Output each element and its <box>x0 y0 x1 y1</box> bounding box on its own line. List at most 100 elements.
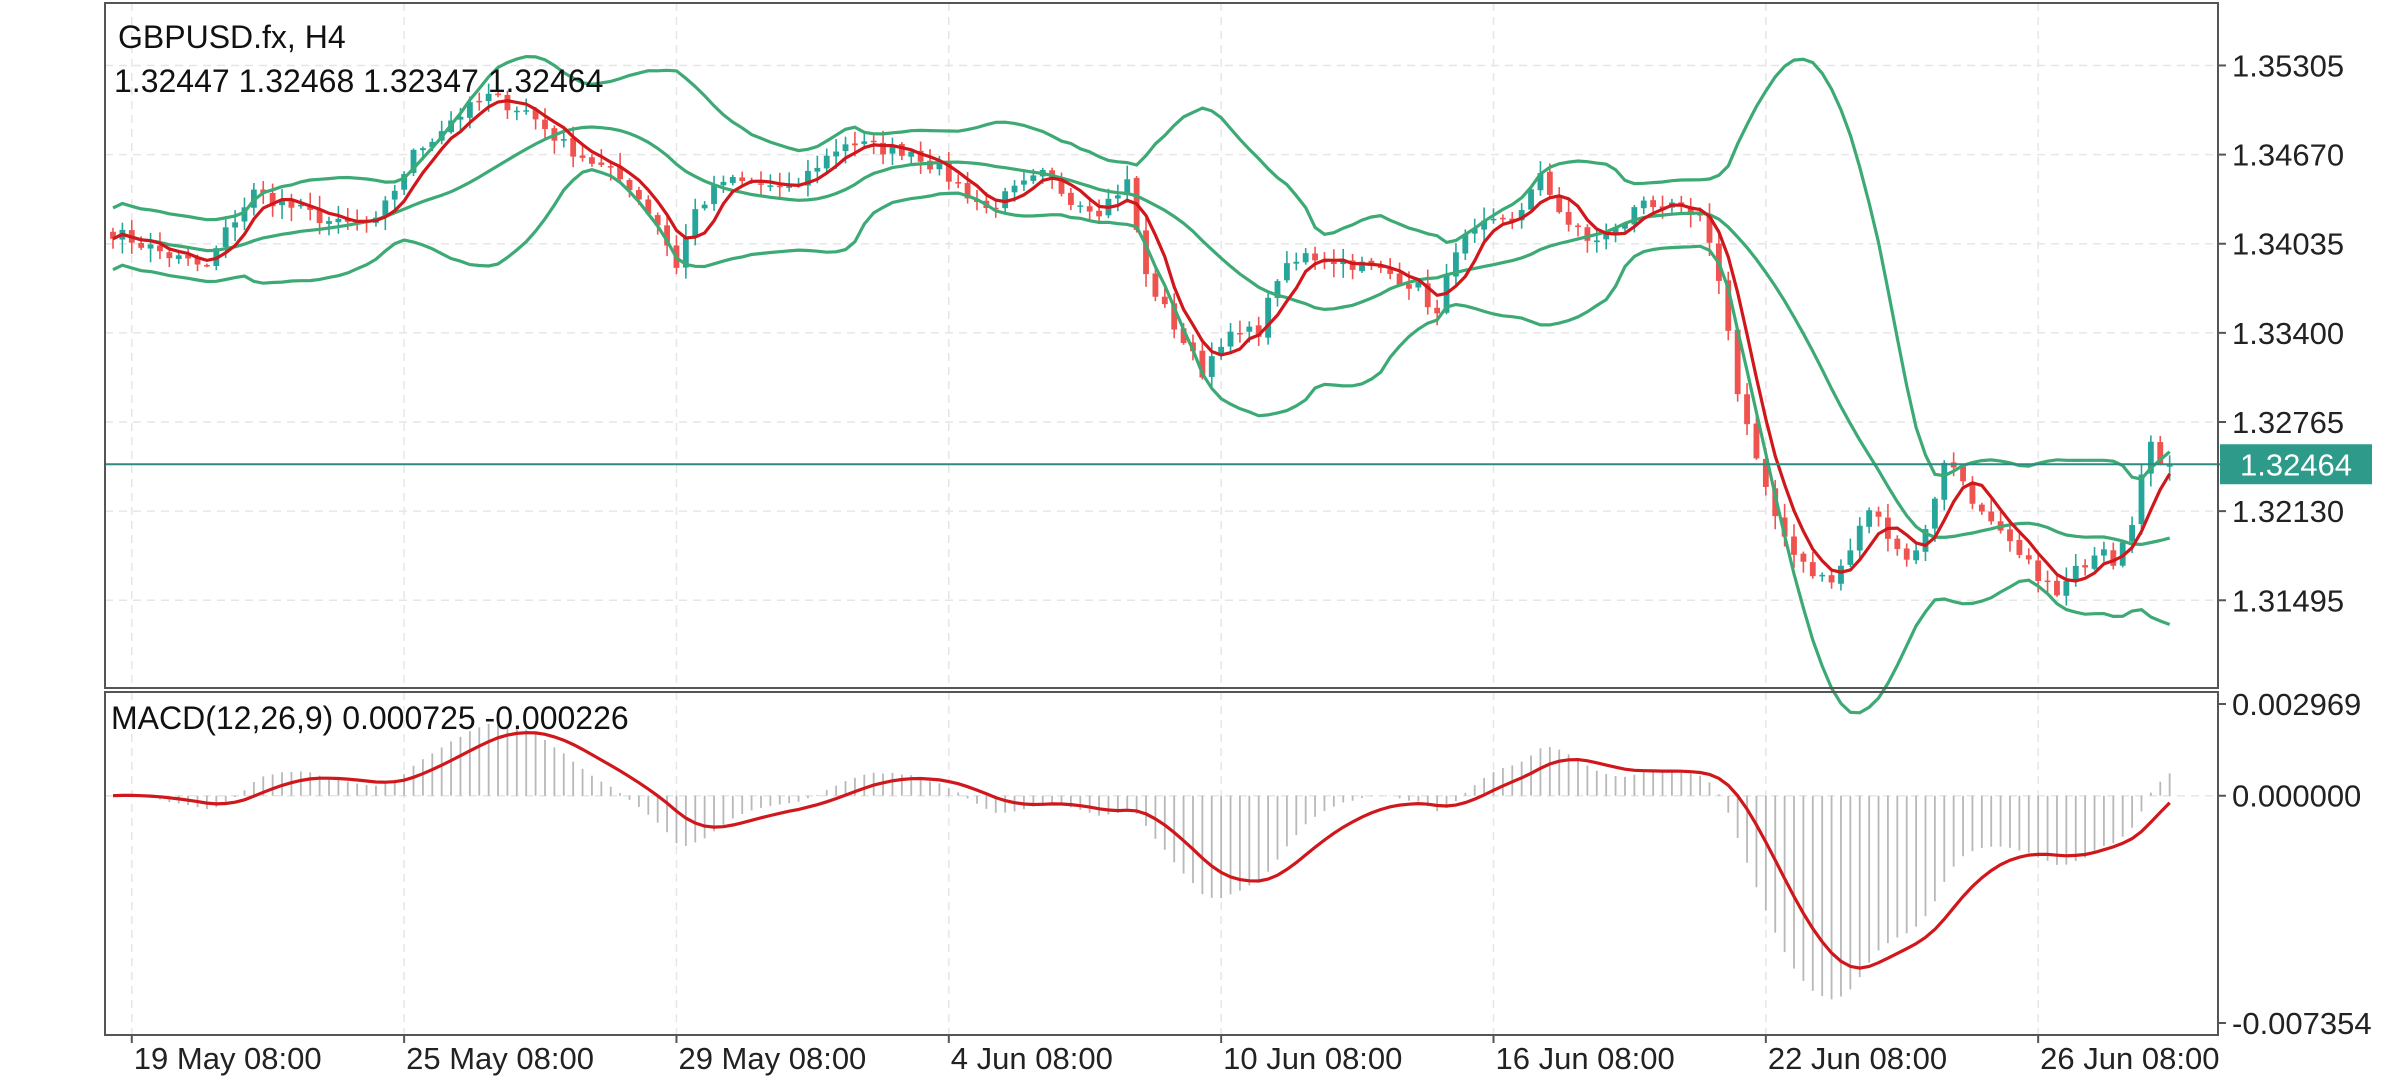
candle <box>739 171 746 185</box>
candle-body <box>1096 210 1102 217</box>
candle-body <box>908 151 915 157</box>
candle-body <box>786 186 793 188</box>
macd-histogram <box>121 722 2171 1000</box>
ohlc-values-label: 1.32447 1.32468 1.32347 1.32464 <box>114 63 603 99</box>
candle-body <box>2016 539 2023 555</box>
candle-body <box>279 201 285 206</box>
candle <box>1575 223 1581 237</box>
candle-body <box>175 255 182 259</box>
candle-body <box>1152 273 1159 297</box>
time-axis-label: 29 May 08:00 <box>678 1041 866 1076</box>
candle-body <box>1781 517 1788 537</box>
candle-body <box>767 185 774 187</box>
candle-body <box>532 109 539 120</box>
candle-body <box>1453 252 1459 277</box>
candle-body <box>1931 498 1938 529</box>
candle-body <box>1180 328 1187 344</box>
candle-body <box>138 243 145 248</box>
candle <box>589 153 595 167</box>
candle <box>1481 207 1488 244</box>
candle-body <box>1471 228 1478 234</box>
candle-body <box>185 254 192 259</box>
candle-body <box>1556 194 1563 213</box>
candle-body <box>391 190 398 200</box>
candle-body <box>579 155 586 158</box>
candle <box>927 149 933 174</box>
candle <box>1255 316 1262 347</box>
candle-body <box>1800 553 1807 562</box>
candle-body <box>2025 555 2032 560</box>
candle <box>898 142 905 161</box>
candle-body <box>1387 269 1394 274</box>
candle-body <box>560 139 567 141</box>
candle-body <box>1340 260 1347 265</box>
candle-body <box>2138 474 2145 525</box>
candle-body <box>382 200 389 218</box>
candle-body <box>1593 240 1600 243</box>
candle <box>570 126 577 168</box>
candle <box>1856 517 1863 560</box>
candle <box>1556 187 1563 214</box>
candle-body <box>2147 441 2154 474</box>
candle-body <box>1171 303 1178 330</box>
time-axis-label: 19 May 08:00 <box>134 1041 322 1076</box>
candle <box>1171 293 1178 339</box>
candle-body <box>1199 350 1206 378</box>
candle <box>1265 293 1272 345</box>
price-axis-label: 1.32130 <box>2232 494 2344 529</box>
candle-body <box>241 207 248 222</box>
candle-body <box>682 237 689 268</box>
candle-body <box>1124 179 1131 196</box>
candle <box>805 159 811 197</box>
candle <box>1809 551 1816 579</box>
candle-body <box>1856 525 1863 551</box>
candle-body <box>1650 200 1657 208</box>
candle-body <box>1030 175 1037 181</box>
candle <box>401 171 408 196</box>
moving-average-line <box>112 99 2172 583</box>
candle-body <box>1227 331 1234 347</box>
candle-body <box>964 183 971 199</box>
candle <box>945 152 952 190</box>
candle <box>1894 535 1901 556</box>
candle-body <box>2035 560 2042 581</box>
candle <box>1143 218 1149 287</box>
candle-body <box>1612 228 1619 233</box>
candle-body <box>1415 282 1422 288</box>
candle-body <box>429 141 436 148</box>
candle <box>1518 203 1525 229</box>
candle-body <box>1499 217 1506 220</box>
candle-body <box>1913 550 1920 561</box>
candlesticks <box>110 83 2173 606</box>
candle-body <box>842 144 849 152</box>
candle <box>203 263 210 268</box>
candle-body <box>495 93 501 96</box>
candle <box>476 92 483 111</box>
macd-pane-frame <box>104 691 2219 1036</box>
candle-body <box>889 144 896 154</box>
candle <box>664 213 670 257</box>
candle <box>2147 435 2154 487</box>
bollinger-lower-band <box>112 168 2171 715</box>
bollinger-bands <box>112 54 2171 715</box>
candle <box>729 174 736 186</box>
candle-body <box>1706 214 1713 243</box>
candle-body <box>1838 565 1844 584</box>
candle-body <box>476 100 483 103</box>
candle-body <box>1537 173 1544 191</box>
candle-body <box>1481 220 1488 230</box>
time-axis-label: 4 Jun 08:00 <box>951 1041 1113 1076</box>
candle-body <box>805 170 811 186</box>
candle-body <box>955 182 962 184</box>
candle-body <box>2063 580 2070 596</box>
candle-body <box>1208 356 1215 377</box>
candle-body <box>466 102 473 118</box>
candle <box>1791 524 1797 568</box>
candle-body <box>1490 218 1497 221</box>
candle-body <box>1546 171 1553 195</box>
candle-body <box>222 227 229 247</box>
candle-body <box>147 244 154 249</box>
candle <box>682 224 689 279</box>
